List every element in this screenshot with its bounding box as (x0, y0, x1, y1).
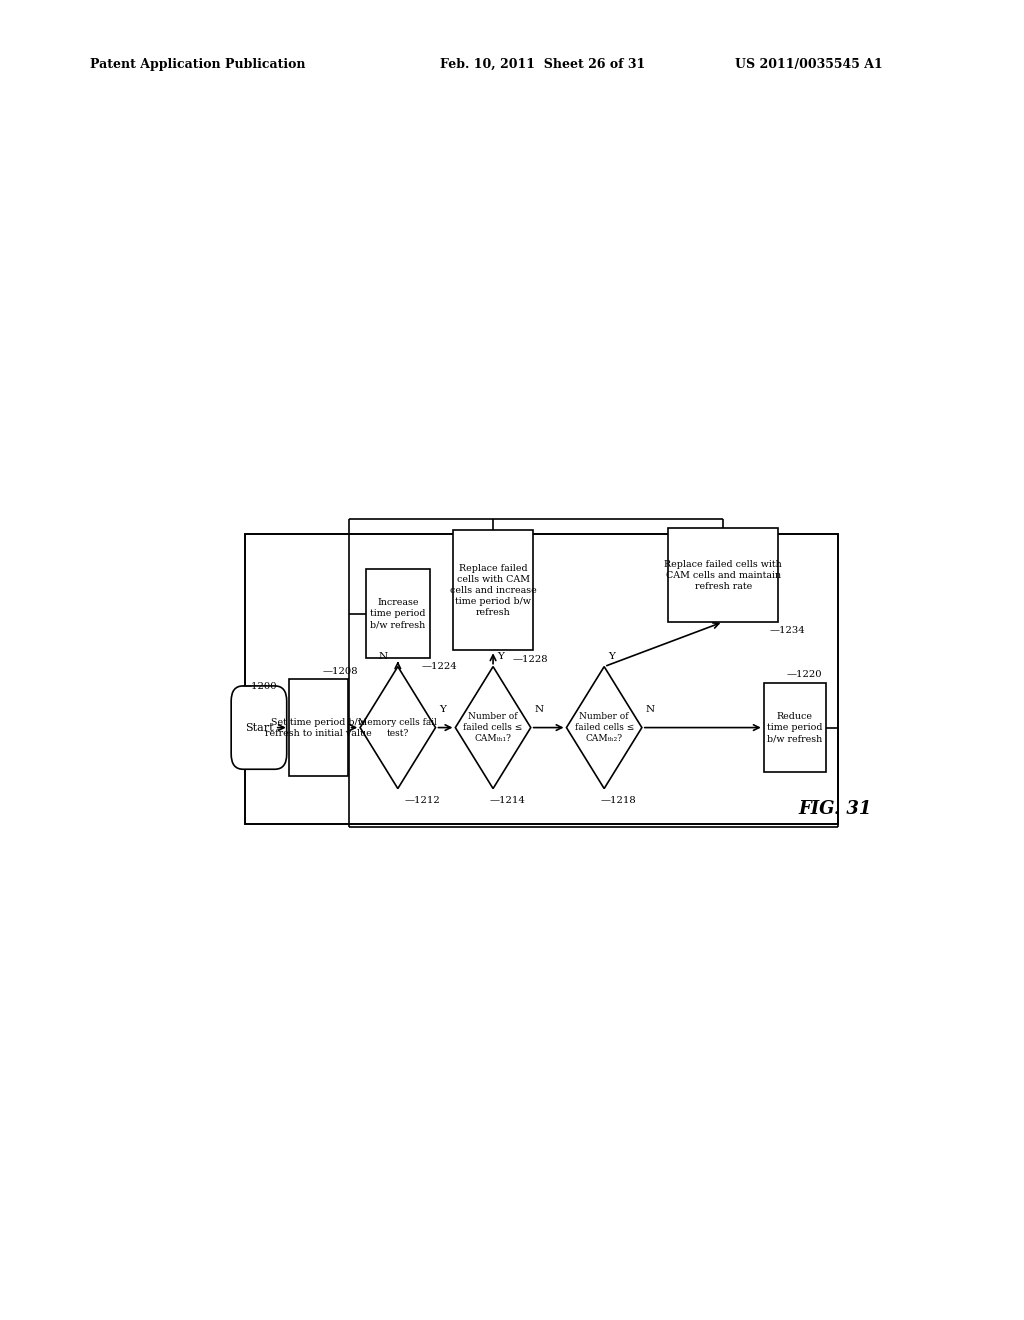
Text: Memory cells fail
test?: Memory cells fail test? (358, 718, 437, 738)
FancyBboxPatch shape (231, 686, 287, 770)
Text: —1234: —1234 (769, 626, 805, 635)
Text: Replace failed
cells with CAM
cells and increase
time period b/w
refresh: Replace failed cells with CAM cells and … (450, 564, 537, 616)
Polygon shape (566, 667, 642, 788)
Bar (669, 528, 778, 622)
Text: —1228: —1228 (513, 655, 549, 664)
Text: N: N (379, 652, 387, 660)
Bar (764, 682, 825, 772)
Text: N: N (646, 705, 655, 714)
Text: Reduce
time period
b/w refresh: Reduce time period b/w refresh (767, 711, 822, 743)
Bar (454, 531, 532, 651)
Text: Replace failed cells with
CAM cells and maintain
refresh rate: Replace failed cells with CAM cells and … (665, 560, 782, 591)
Text: —1200: —1200 (242, 682, 278, 692)
Polygon shape (456, 667, 530, 788)
Text: —1212: —1212 (404, 796, 440, 805)
Polygon shape (360, 667, 435, 788)
Text: —1220: —1220 (786, 671, 822, 680)
Text: FIG. 31: FIG. 31 (799, 800, 872, 818)
Text: US 2011/0035545 A1: US 2011/0035545 A1 (735, 58, 883, 71)
Text: Number of
failed cells ≤
CAMₜₕ₂?: Number of failed cells ≤ CAMₜₕ₂? (574, 711, 634, 743)
Text: Y: Y (497, 652, 504, 660)
Text: Y: Y (608, 652, 615, 660)
Text: —1224: —1224 (422, 663, 458, 671)
Text: —1218: —1218 (600, 796, 636, 805)
Bar (289, 680, 348, 776)
Text: Number of
failed cells ≤
CAMₜₕ₁?: Number of failed cells ≤ CAMₜₕ₁? (464, 711, 522, 743)
Text: Start: Start (245, 722, 273, 733)
Text: —1208: —1208 (323, 667, 358, 676)
Text: Increase
time period
b/w refresh: Increase time period b/w refresh (370, 598, 426, 630)
Bar (367, 569, 430, 659)
Text: Patent Application Publication: Patent Application Publication (90, 58, 305, 71)
Text: Set time period b/w
refresh to initial value: Set time period b/w refresh to initial v… (265, 718, 372, 738)
Text: N: N (535, 705, 544, 714)
Bar (246, 535, 839, 824)
Text: —1214: —1214 (489, 796, 525, 805)
Text: Y: Y (439, 705, 446, 714)
Text: Feb. 10, 2011  Sheet 26 of 31: Feb. 10, 2011 Sheet 26 of 31 (440, 58, 645, 71)
